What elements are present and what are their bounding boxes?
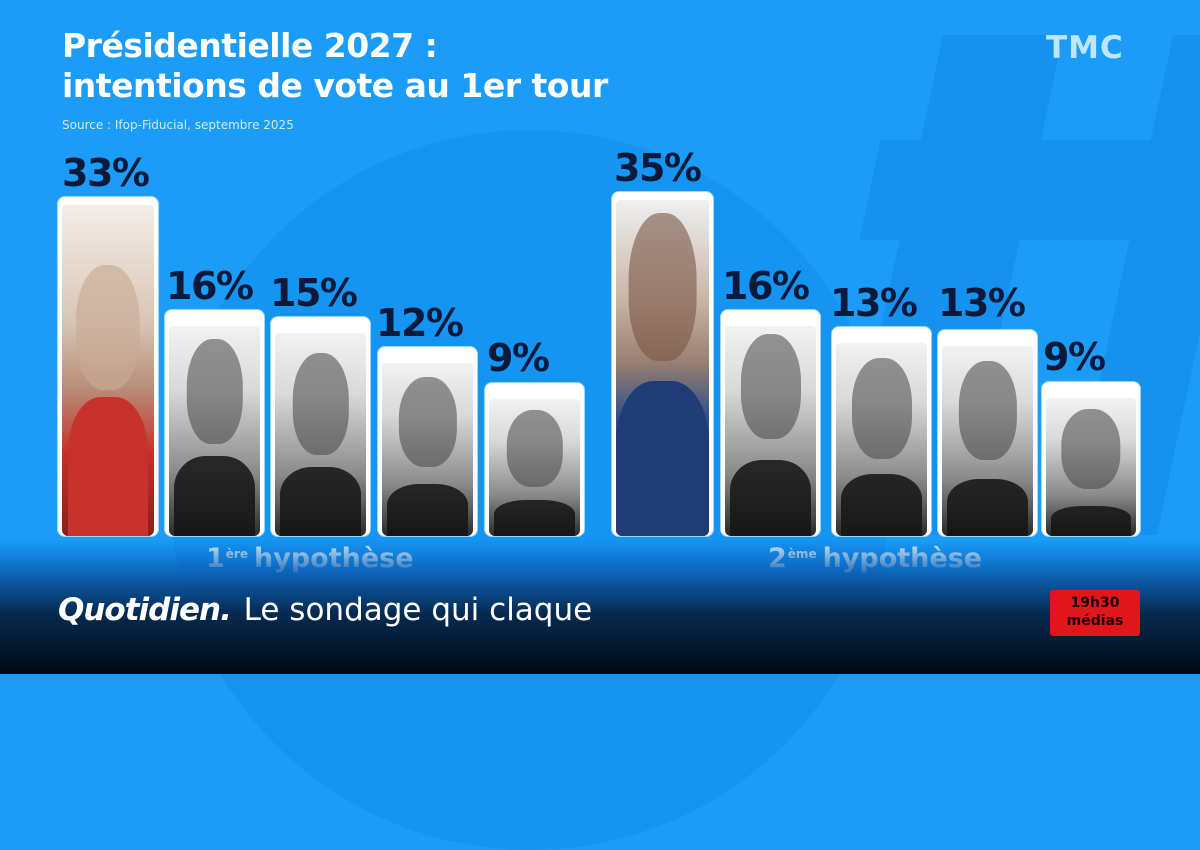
bar-value-label: 12% [376,301,464,345]
show-name: Quotidien. [58,592,232,628]
candidate-bar [832,327,931,536]
candidate-bar [1042,382,1140,536]
candidate-bar [271,317,370,536]
candidate-photo [489,399,580,536]
candidate-photo [62,205,154,536]
candidate-photo [942,346,1033,536]
bar-value-label: 13% [938,281,1026,325]
segment-title: Le sondage qui claque [241,592,594,634]
candidate-photo [725,326,816,536]
candidate-bar [721,310,820,536]
badge-line-2: médias [1066,613,1124,629]
bottom-gradient [0,540,1200,674]
candidate-bar [612,192,713,536]
candidate-bar [938,330,1037,536]
bar-value-label: 9% [487,336,550,380]
page-title: Présidentielle 2027 : intentions de vote… [62,26,608,106]
show-banner: Quotidien. Le sondage qui claque [58,592,594,634]
bar-value-label: 9% [1043,335,1106,379]
candidate-photo [169,326,260,536]
candidate-bar [58,197,158,536]
badge-line-1: 19h30 [1070,595,1120,611]
candidate-photo [1046,398,1136,536]
candidate-bar [378,347,477,536]
source-note: Source : Ifop-Fiducial, septembre 2025 [62,118,294,132]
bar-value-label: 16% [722,264,810,308]
bar-value-label: 13% [830,281,918,325]
channel-logo: TMC [1046,30,1124,66]
title-line-2: intentions de vote au 1er tour [62,66,608,105]
bar-value-label: 16% [166,264,254,308]
bar-value-label: 15% [270,271,358,315]
candidate-photo [275,333,366,536]
candidate-bar [485,383,584,536]
candidate-photo [382,363,473,536]
candidate-photo [836,343,927,536]
candidate-photo [616,200,709,536]
bar-value-label: 35% [614,146,702,190]
bar-value-label: 33% [62,151,150,195]
channel-badge: 19h30 médias [1050,590,1140,636]
candidate-bar [165,310,264,536]
title-line-1: Présidentielle 2027 : [62,26,438,65]
